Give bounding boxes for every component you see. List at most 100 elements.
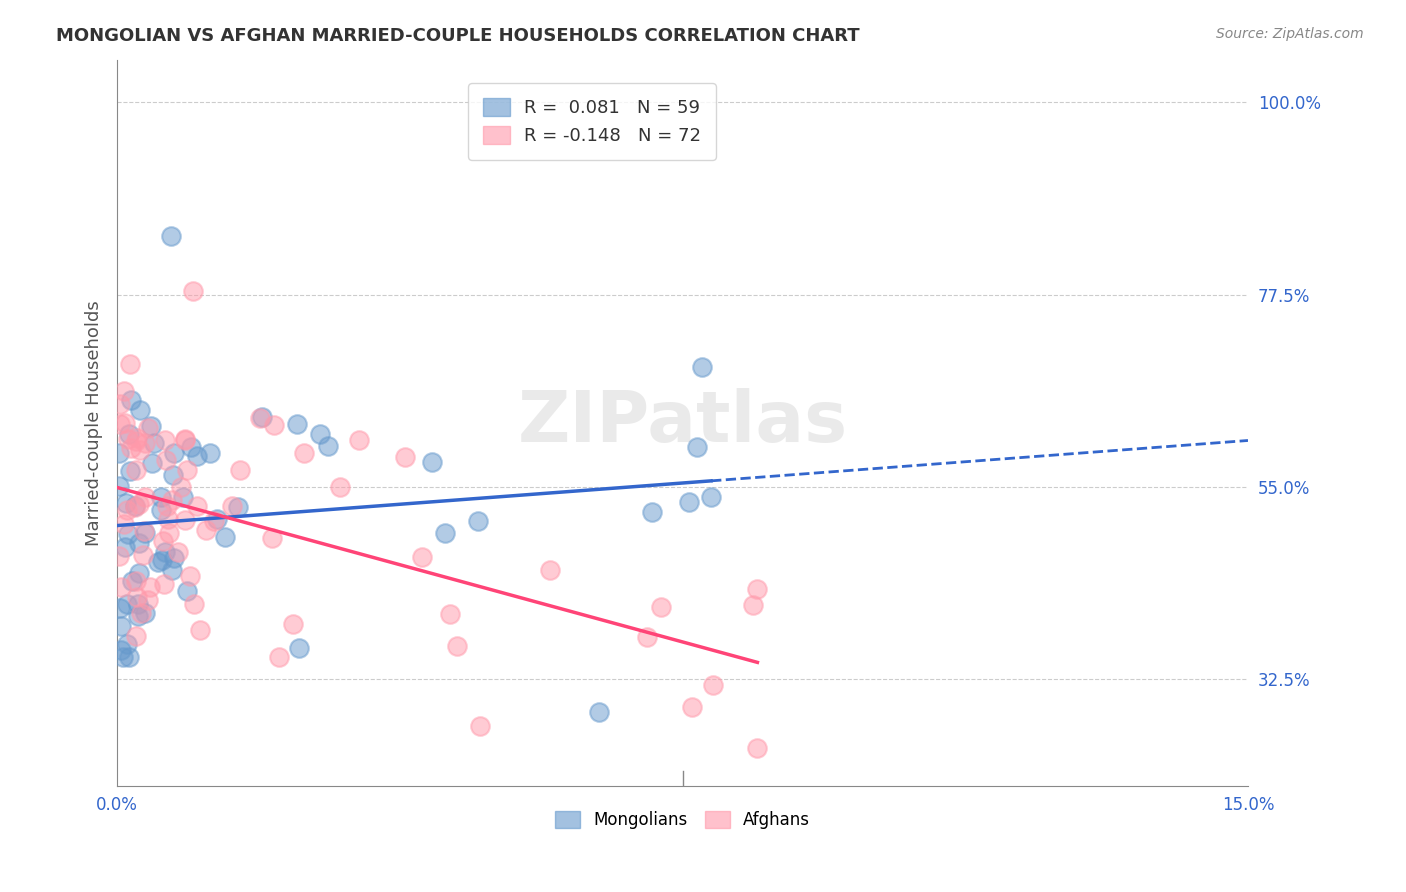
Afghans: [329, 480, 352, 494]
Afghans: [181, 285, 204, 299]
Afghans: [156, 499, 179, 513]
Mongolians: [686, 440, 709, 454]
Mongolians: [114, 540, 136, 554]
Mongolians: [118, 650, 141, 665]
Mongolians: [160, 229, 183, 244]
Y-axis label: Married-couple Households: Married-couple Households: [86, 300, 103, 546]
Mongolians: [134, 526, 156, 541]
Afghans: [174, 434, 197, 448]
Mongolians: [115, 496, 138, 510]
Afghans: [124, 629, 146, 643]
Mongolians: [142, 436, 165, 450]
Afghans: [125, 434, 148, 448]
Afghans: [170, 480, 193, 494]
Afghans: [132, 524, 155, 538]
Mongolians: [124, 499, 146, 513]
Afghans: [221, 499, 243, 513]
Mongolians: [186, 449, 208, 463]
Afghans: [294, 446, 316, 460]
Afghans: [136, 593, 159, 607]
Mongolians: [700, 490, 723, 504]
Mongolians: [162, 551, 184, 566]
Afghans: [166, 545, 188, 559]
Afghans: [155, 453, 177, 467]
Mongolians: [172, 490, 194, 504]
Mongolians: [149, 490, 172, 504]
Afghans: [188, 623, 211, 637]
Afghans: [446, 639, 468, 653]
Afghans: [132, 549, 155, 563]
Mongolians: [117, 526, 139, 541]
Mongolians: [205, 512, 228, 526]
Afghans: [228, 463, 250, 477]
Afghans: [160, 492, 183, 507]
Afghans: [125, 591, 148, 605]
Mongolians: [128, 566, 150, 581]
Mongolians: [112, 649, 135, 664]
Mongolians: [108, 479, 131, 493]
Afghans: [125, 574, 148, 589]
Afghans: [269, 649, 291, 664]
Afghans: [745, 740, 768, 755]
Afghans: [747, 582, 769, 597]
Mongolians: [163, 446, 186, 460]
Mongolians: [120, 393, 142, 408]
Mongolians: [678, 495, 700, 509]
Afghans: [194, 523, 217, 537]
Afghans: [439, 607, 461, 621]
Afghans: [114, 416, 136, 430]
Afghans: [176, 463, 198, 477]
Afghans: [110, 580, 132, 594]
Afghans: [650, 599, 672, 614]
Mongolians: [118, 427, 141, 442]
Mongolians: [467, 514, 489, 528]
Afghans: [538, 563, 561, 577]
Afghans: [411, 549, 433, 564]
Afghans: [127, 432, 149, 446]
Mongolians: [141, 456, 163, 470]
Afghans: [112, 517, 135, 532]
Afghans: [204, 514, 226, 528]
Afghans: [125, 462, 148, 476]
Afghans: [152, 533, 174, 548]
Mongolians: [641, 505, 664, 519]
Legend: Mongolians, Afghans: Mongolians, Afghans: [548, 804, 817, 836]
Text: ZIPatlas: ZIPatlas: [517, 388, 848, 458]
Afghans: [136, 421, 159, 435]
Mongolians: [134, 606, 156, 620]
Afghans: [468, 719, 491, 733]
Mongolians: [153, 544, 176, 558]
Afghans: [349, 433, 371, 447]
Afghans: [183, 598, 205, 612]
Afghans: [249, 411, 271, 425]
Afghans: [124, 500, 146, 515]
Text: Source: ZipAtlas.com: Source: ZipAtlas.com: [1216, 27, 1364, 41]
Mongolians: [108, 600, 131, 615]
Afghans: [117, 432, 139, 446]
Text: MONGOLIAN VS AFGHAN MARRIED-COUPLE HOUSEHOLDS CORRELATION CHART: MONGOLIAN VS AFGHAN MARRIED-COUPLE HOUSE…: [56, 27, 860, 45]
Afghans: [115, 502, 138, 516]
Afghans: [120, 442, 142, 456]
Mongolians: [250, 410, 273, 425]
Mongolians: [228, 500, 250, 514]
Mongolians: [318, 439, 340, 453]
Afghans: [742, 598, 765, 612]
Afghans: [112, 384, 135, 398]
Afghans: [108, 397, 131, 411]
Mongolians: [150, 503, 173, 517]
Mongolians: [141, 418, 163, 433]
Mongolians: [287, 641, 309, 656]
Mongolians: [422, 455, 444, 469]
Mongolians: [118, 464, 141, 478]
Afghans: [134, 490, 156, 504]
Afghans: [129, 443, 152, 458]
Afghans: [260, 531, 283, 545]
Mongolians: [285, 417, 308, 431]
Mongolians: [107, 446, 129, 460]
Afghans: [263, 417, 285, 432]
Afghans: [702, 678, 724, 692]
Mongolians: [117, 637, 139, 651]
Afghans: [179, 569, 201, 583]
Mongolians: [588, 705, 610, 719]
Mongolians: [214, 530, 236, 544]
